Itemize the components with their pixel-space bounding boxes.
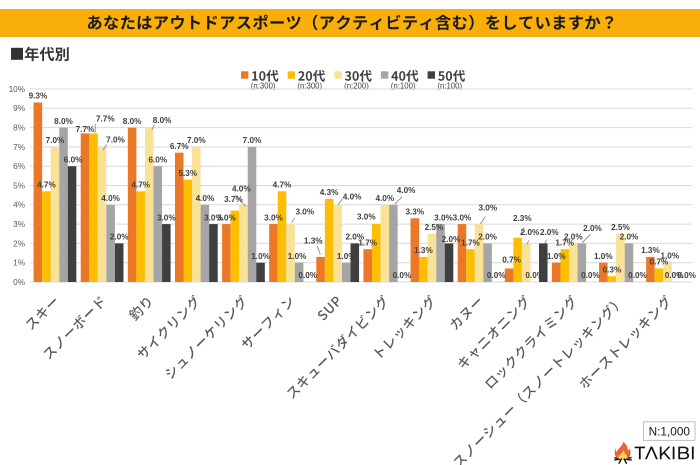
svg-text:4.0%: 4.0%	[397, 186, 416, 195]
svg-text:3.0%: 3.0%	[157, 213, 176, 222]
svg-text:2.0%: 2.0%	[478, 233, 497, 242]
svg-text:(n:200): (n:200)	[344, 82, 369, 91]
svg-text:3.0%: 3.0%	[434, 213, 453, 222]
svg-text:2.0%: 2.0%	[110, 233, 129, 242]
svg-text:0.0%: 0.0%	[525, 271, 544, 280]
svg-text:1%: 1%	[13, 259, 25, 268]
svg-text:5%: 5%	[13, 181, 25, 190]
svg-text:3%: 3%	[13, 220, 25, 229]
svg-text:0.0%: 0.0%	[677, 271, 696, 280]
svg-text:0.0%: 0.0%	[298, 271, 317, 280]
svg-text:0.0%: 0.0%	[393, 271, 412, 280]
svg-text:7.0%: 7.0%	[106, 135, 125, 144]
svg-text:4.0%: 4.0%	[101, 194, 120, 203]
svg-text:2.5%: 2.5%	[425, 223, 444, 232]
svg-text:4.0%: 4.0%	[375, 194, 394, 203]
svg-text:4.7%: 4.7%	[37, 181, 56, 190]
svg-text:(n:100): (n:100)	[437, 82, 462, 91]
svg-text:2.5%: 2.5%	[611, 223, 630, 232]
svg-text:6.0%: 6.0%	[148, 155, 167, 164]
svg-text:(n:300): (n:300)	[297, 82, 322, 91]
svg-text:5.3%: 5.3%	[178, 169, 197, 178]
svg-text:2.0%: 2.0%	[583, 224, 602, 233]
svg-text:3.0%: 3.0%	[357, 212, 376, 221]
svg-text:3.0%: 3.0%	[478, 203, 497, 212]
svg-text:2%: 2%	[13, 239, 25, 248]
svg-text:0.7%: 0.7%	[650, 258, 669, 267]
svg-text:1.0%: 1.0%	[660, 251, 679, 260]
svg-text:9.3%: 9.3%	[29, 92, 48, 101]
svg-text:1.7%: 1.7%	[358, 238, 377, 247]
svg-text:4.0%: 4.0%	[232, 184, 251, 193]
svg-text:6%: 6%	[13, 162, 25, 171]
svg-text:6.7%: 6.7%	[170, 142, 189, 151]
svg-text:1.7%: 1.7%	[555, 238, 574, 247]
svg-text:1.7%: 1.7%	[461, 238, 480, 247]
svg-text:4.7%: 4.7%	[273, 181, 292, 190]
svg-text:3.7%: 3.7%	[224, 195, 243, 204]
svg-text:0.0%: 0.0%	[487, 271, 506, 280]
svg-text:3.0%: 3.0%	[453, 213, 472, 222]
svg-text:1.3%: 1.3%	[304, 237, 323, 246]
svg-text:2.0%: 2.0%	[345, 233, 364, 242]
svg-text:8.0%: 8.0%	[54, 117, 73, 126]
svg-text:1.0%: 1.0%	[288, 252, 307, 261]
svg-text:0.0%: 0.0%	[665, 271, 684, 280]
svg-text:7.0%: 7.0%	[46, 136, 65, 145]
svg-text:7.7%: 7.7%	[76, 125, 95, 134]
svg-text:0.3%: 0.3%	[603, 265, 622, 274]
svg-text:2.0%: 2.0%	[540, 228, 559, 237]
svg-text:4.7%: 4.7%	[131, 181, 150, 190]
svg-text:3.0%: 3.0%	[217, 213, 236, 222]
svg-text:7%: 7%	[13, 143, 25, 152]
svg-text:1.0%: 1.0%	[547, 252, 566, 261]
svg-text:0.7%: 0.7%	[502, 256, 521, 265]
svg-text:1.0%: 1.0%	[337, 252, 356, 261]
svg-text:8.0%: 8.0%	[153, 116, 172, 125]
svg-text:2.0%: 2.0%	[620, 233, 639, 242]
svg-text:3.0%: 3.0%	[295, 208, 314, 217]
svg-text:2.3%: 2.3%	[513, 214, 532, 223]
svg-text:8.0%: 8.0%	[123, 117, 142, 126]
svg-text:8%: 8%	[13, 124, 25, 133]
svg-text:1.3%: 1.3%	[414, 246, 433, 255]
svg-text:2.0%: 2.0%	[564, 233, 583, 242]
svg-text:4.0%: 4.0%	[343, 193, 362, 202]
svg-text:1.0%: 1.0%	[251, 252, 270, 261]
svg-text:7.0%: 7.0%	[187, 136, 206, 145]
svg-text:6.0%: 6.0%	[64, 155, 83, 164]
svg-text:3.0%: 3.0%	[264, 213, 283, 222]
svg-text:2.0%: 2.0%	[521, 228, 540, 237]
svg-text:1.3%: 1.3%	[641, 246, 660, 255]
svg-text:2.0%: 2.0%	[442, 235, 461, 244]
svg-text:3.3%: 3.3%	[405, 208, 424, 217]
svg-text:7.7%: 7.7%	[96, 115, 115, 124]
svg-text:1.0%: 1.0%	[594, 252, 613, 261]
svg-text:0%: 0%	[13, 278, 25, 287]
svg-text:4%: 4%	[13, 201, 25, 210]
svg-text:10%: 10%	[9, 85, 25, 94]
svg-text:9%: 9%	[13, 104, 25, 113]
svg-text:0.0%: 0.0%	[581, 271, 600, 280]
svg-text:N:1,000: N:1,000	[649, 424, 691, 438]
svg-text:(n:300): (n:300)	[251, 82, 276, 91]
svg-text:4.0%: 4.0%	[196, 194, 215, 203]
svg-text:4.3%: 4.3%	[320, 188, 339, 197]
svg-text:3.0%: 3.0%	[204, 213, 223, 222]
svg-text:7.0%: 7.0%	[243, 136, 262, 145]
svg-text:(n:100): (n:100)	[391, 82, 416, 91]
svg-text:0.0%: 0.0%	[628, 271, 647, 280]
